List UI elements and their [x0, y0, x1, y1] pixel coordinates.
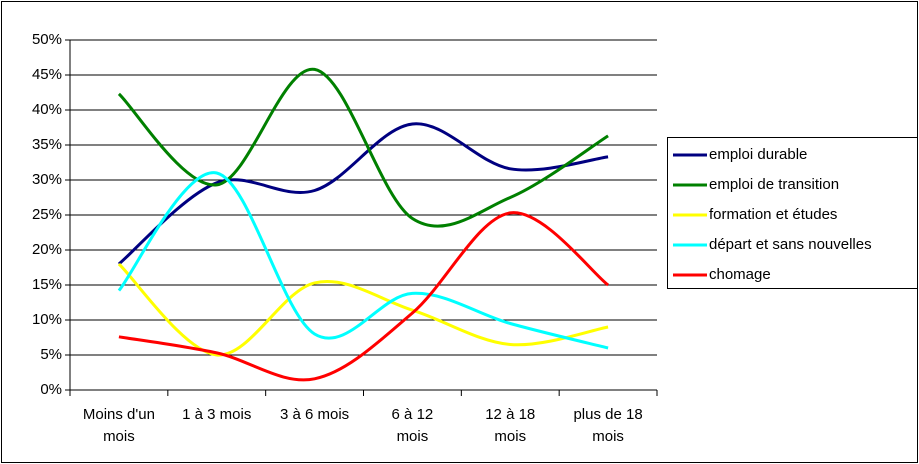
- legend-label: chomage: [709, 266, 771, 283]
- y-tick-label: 15%: [32, 276, 62, 293]
- legend-label: emploi durable: [709, 146, 807, 163]
- y-tick-label: 20%: [32, 241, 62, 258]
- y-tick-label: 30%: [32, 171, 62, 188]
- x-tick-label: Moins d'un mois: [82, 406, 155, 445]
- x-tick-label: 12 à 18 mois: [485, 406, 536, 445]
- legend-label: formation et études: [709, 206, 837, 223]
- legend-label: emploi de transition: [709, 176, 839, 193]
- y-tick-label: 0%: [40, 381, 62, 398]
- y-tick-label: 40%: [32, 101, 62, 118]
- x-tick-label: 6 à 12 mois: [391, 406, 434, 445]
- y-tick-label: 5%: [40, 346, 62, 363]
- series-line: [118, 211, 610, 382]
- y-tick-label: 45%: [32, 66, 62, 83]
- y-tick-label: 25%: [32, 206, 62, 223]
- series-line: [117, 122, 609, 266]
- legend-label: départ et sans nouvelles: [709, 236, 872, 253]
- x-tick-label: 1 à 3 mois: [182, 406, 252, 423]
- legend-box: [667, 137, 918, 289]
- x-tick-label: 3 à 6 mois: [279, 406, 350, 423]
- x-tick-label: plus de 18 mois: [573, 406, 643, 445]
- series-line: [117, 171, 609, 350]
- y-tick-label: 10%: [32, 311, 62, 328]
- y-tick-label: 50%: [32, 31, 62, 48]
- y-tick-label: 35%: [32, 136, 62, 153]
- series-line: [117, 67, 609, 228]
